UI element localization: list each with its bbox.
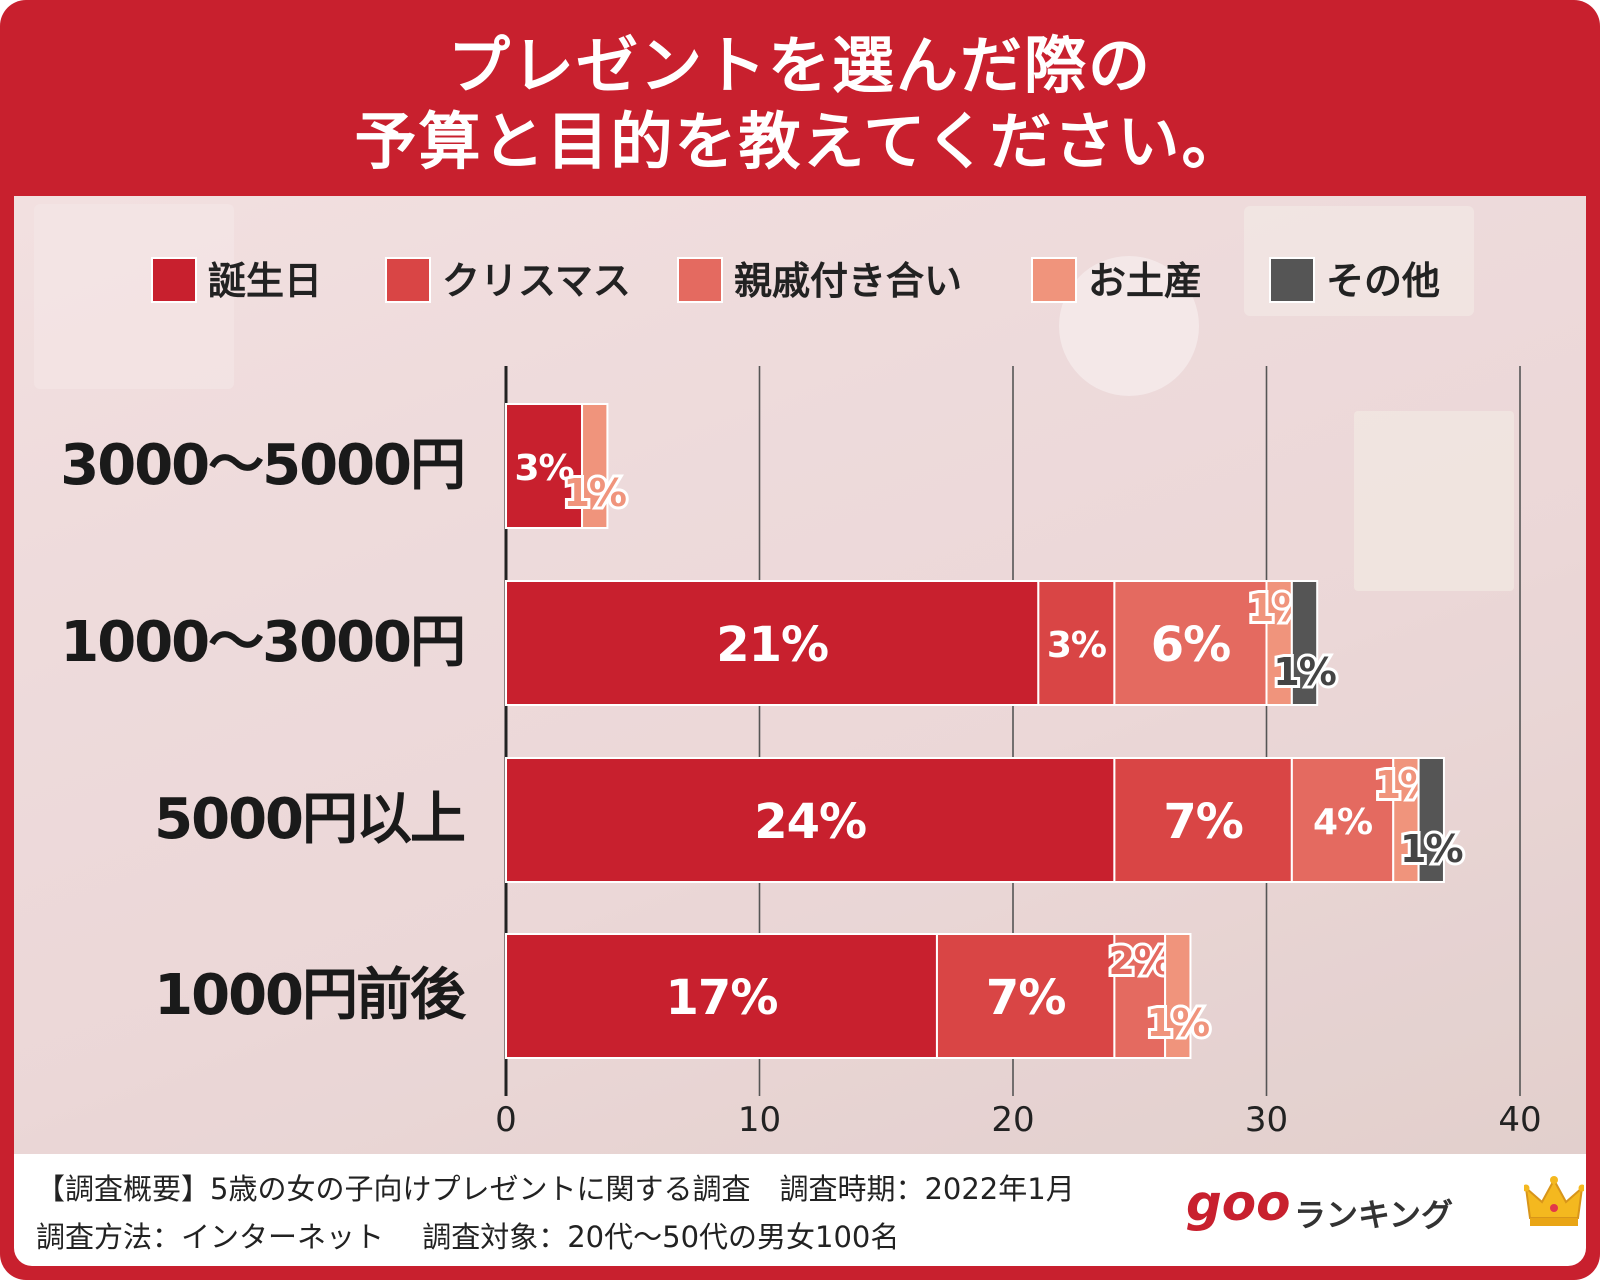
- decor-card: [1354, 411, 1514, 591]
- data-label: 7%: [986, 970, 1066, 1026]
- legend-swatch: [385, 257, 431, 303]
- data-label: 1%: [1147, 1001, 1210, 1045]
- chart-panel: 0 10 20 30 40 誕生日 クリスマス 親戚付き合い お土産 その他 3000〜5000円 3…: [14, 196, 1586, 1154]
- survey-footer: 【調査概要】5歳の女の子向けプレゼントに関する調査 調査時期：2022年1月 調…: [14, 1154, 1586, 1266]
- chart-title: プレゼントを選んだ際の 予算と目的を教えてください。: [0, 28, 1600, 180]
- data-label: 24%: [754, 794, 866, 850]
- title-line-2: 予算と目的を教えてください。: [354, 105, 1246, 178]
- data-label: 3%: [1047, 625, 1106, 666]
- data-label: 4%: [1313, 802, 1372, 843]
- category-label: 1000〜3000円: [60, 610, 464, 675]
- data-label: 21%: [716, 617, 828, 673]
- bar-segment: [1392, 757, 1420, 883]
- bar-segment: [1265, 580, 1293, 706]
- bar-segment: [935, 933, 1116, 1059]
- survey-summary: 【調査概要】5歳の女の子向けプレゼントに関する調査 調査時期：2022年1月: [36, 1172, 1075, 1206]
- bar-segment: [505, 403, 584, 529]
- data-label: 3%: [514, 448, 573, 489]
- bar-segment: [1290, 757, 1395, 883]
- category-label: 3000〜5000円: [60, 433, 464, 498]
- ranking-logo-text: ランキング: [1294, 1196, 1454, 1234]
- bar-segment: [505, 933, 938, 1059]
- x-tick-label: 20: [991, 1100, 1034, 1140]
- legend-label: その他: [1326, 259, 1440, 303]
- data-label: 1%: [1400, 827, 1463, 871]
- bar-segment: [1290, 580, 1319, 706]
- x-tick-label: 0: [495, 1100, 517, 1140]
- legend-swatch: [151, 257, 197, 303]
- x-tick-label: 30: [1245, 1100, 1288, 1140]
- legend-label: クリスマス: [442, 259, 631, 303]
- goo-logo: goo: [1186, 1174, 1291, 1232]
- decor-frame: [34, 204, 234, 389]
- category-label: 5000円以上: [154, 787, 465, 852]
- bar-segment: [581, 403, 609, 529]
- data-label: 7%: [1163, 794, 1243, 850]
- data-label: 17%: [666, 970, 778, 1026]
- legend-label: 親戚付き合い: [734, 259, 962, 303]
- data-label: 2%: [1108, 939, 1171, 983]
- bar-segment: [1113, 757, 1293, 883]
- crown-icon: [1524, 1176, 1584, 1226]
- x-tick-label: 10: [738, 1100, 781, 1140]
- bar-segment: [1417, 757, 1445, 883]
- legend-label: 誕生日: [208, 259, 322, 303]
- bar-segment: [1113, 580, 1268, 706]
- survey-method: 調査方法：インターネット 調査対象：20代〜50代の男女100名: [36, 1220, 900, 1254]
- bar-segment: [1037, 580, 1116, 706]
- legend-swatch: [677, 257, 723, 303]
- data-label: 1%: [563, 471, 626, 515]
- bar-segment: [1164, 933, 1192, 1059]
- x-tick-label: 40: [1498, 1100, 1541, 1140]
- bar-segment: [505, 580, 1040, 706]
- legend-label: お土産: [1088, 259, 1202, 303]
- stacked-bar-chart: 0 10 20 30 40 誕生日 クリスマス 親戚付き合い お土産 その他 3000〜5000円 3…: [14, 196, 1586, 1154]
- category-label: 1000円前後: [154, 963, 467, 1028]
- legend-swatch: [1269, 257, 1315, 303]
- legend-swatch: [1031, 257, 1077, 303]
- decor-lamp: [1059, 256, 1199, 396]
- bar-segment: [505, 757, 1116, 883]
- title-line-1: プレゼントを選んだ際の: [447, 29, 1152, 102]
- data-label: 6%: [1151, 617, 1231, 673]
- data-label: 1%: [1273, 650, 1336, 694]
